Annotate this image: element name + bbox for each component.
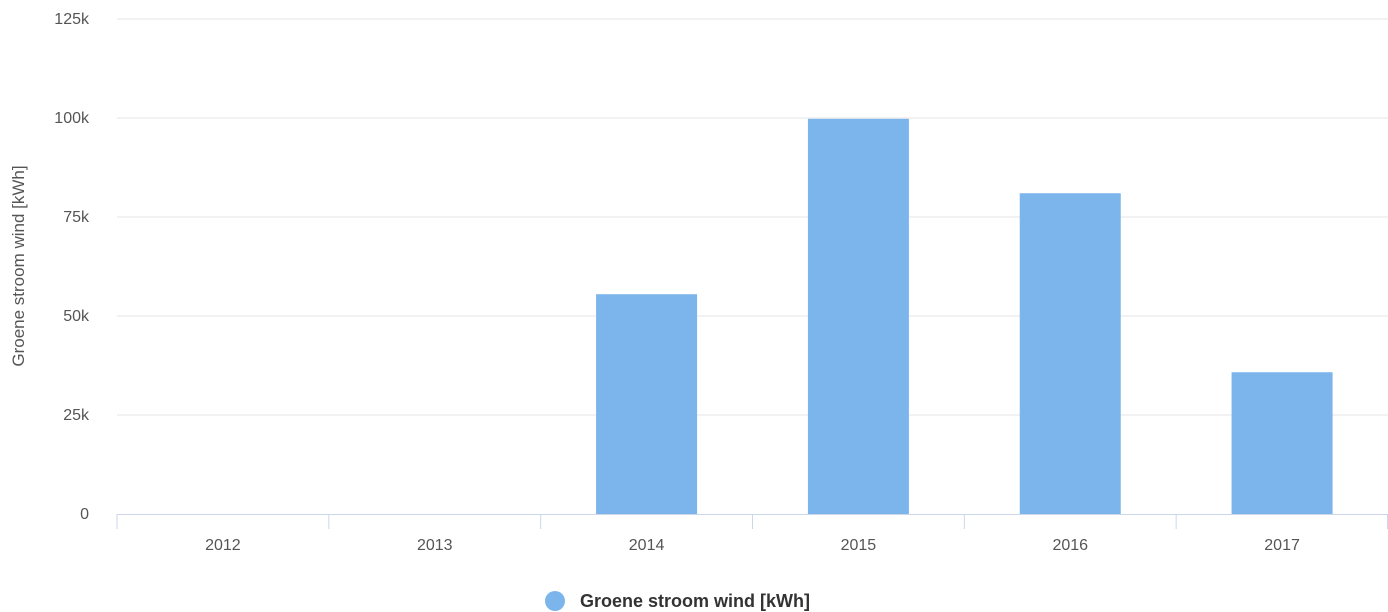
bar[interactable] xyxy=(1231,372,1333,514)
legend-marker-icon xyxy=(545,591,565,611)
bar[interactable] xyxy=(1019,193,1121,515)
y-tick-label: 100k xyxy=(54,110,90,127)
x-tick-label: 2015 xyxy=(841,537,877,554)
y-tick-label: 50k xyxy=(63,308,90,325)
bar[interactable] xyxy=(596,294,698,514)
x-axis xyxy=(116,514,1388,529)
x-tick-label: 2014 xyxy=(629,537,665,554)
bar[interactable] xyxy=(807,118,909,515)
x-axis-tick-labels: 2012 2013 2014 2015 2016 2017 xyxy=(205,537,1300,554)
legend[interactable]: Groene stroom wind [kWh] xyxy=(545,591,810,611)
x-tick-label: 2013 xyxy=(417,537,453,554)
y-tick-label: 125k xyxy=(54,11,90,28)
grid-lines xyxy=(117,18,1388,416)
y-tick-label: 25k xyxy=(63,407,90,424)
legend-label: Groene stroom wind [kWh] xyxy=(580,591,810,611)
x-tick-label: 2016 xyxy=(1052,537,1088,554)
y-axis-title: Groene stroom wind [kWh] xyxy=(9,165,28,366)
y-axis-tick-labels: 0 25k 50k 75k 100k 125k xyxy=(54,11,90,523)
y-tick-label: 75k xyxy=(63,209,90,226)
y-tick-label: 0 xyxy=(80,506,89,523)
x-tick-label: 2012 xyxy=(205,537,241,554)
bars xyxy=(596,118,1333,515)
x-tick-label: 2017 xyxy=(1264,537,1300,554)
